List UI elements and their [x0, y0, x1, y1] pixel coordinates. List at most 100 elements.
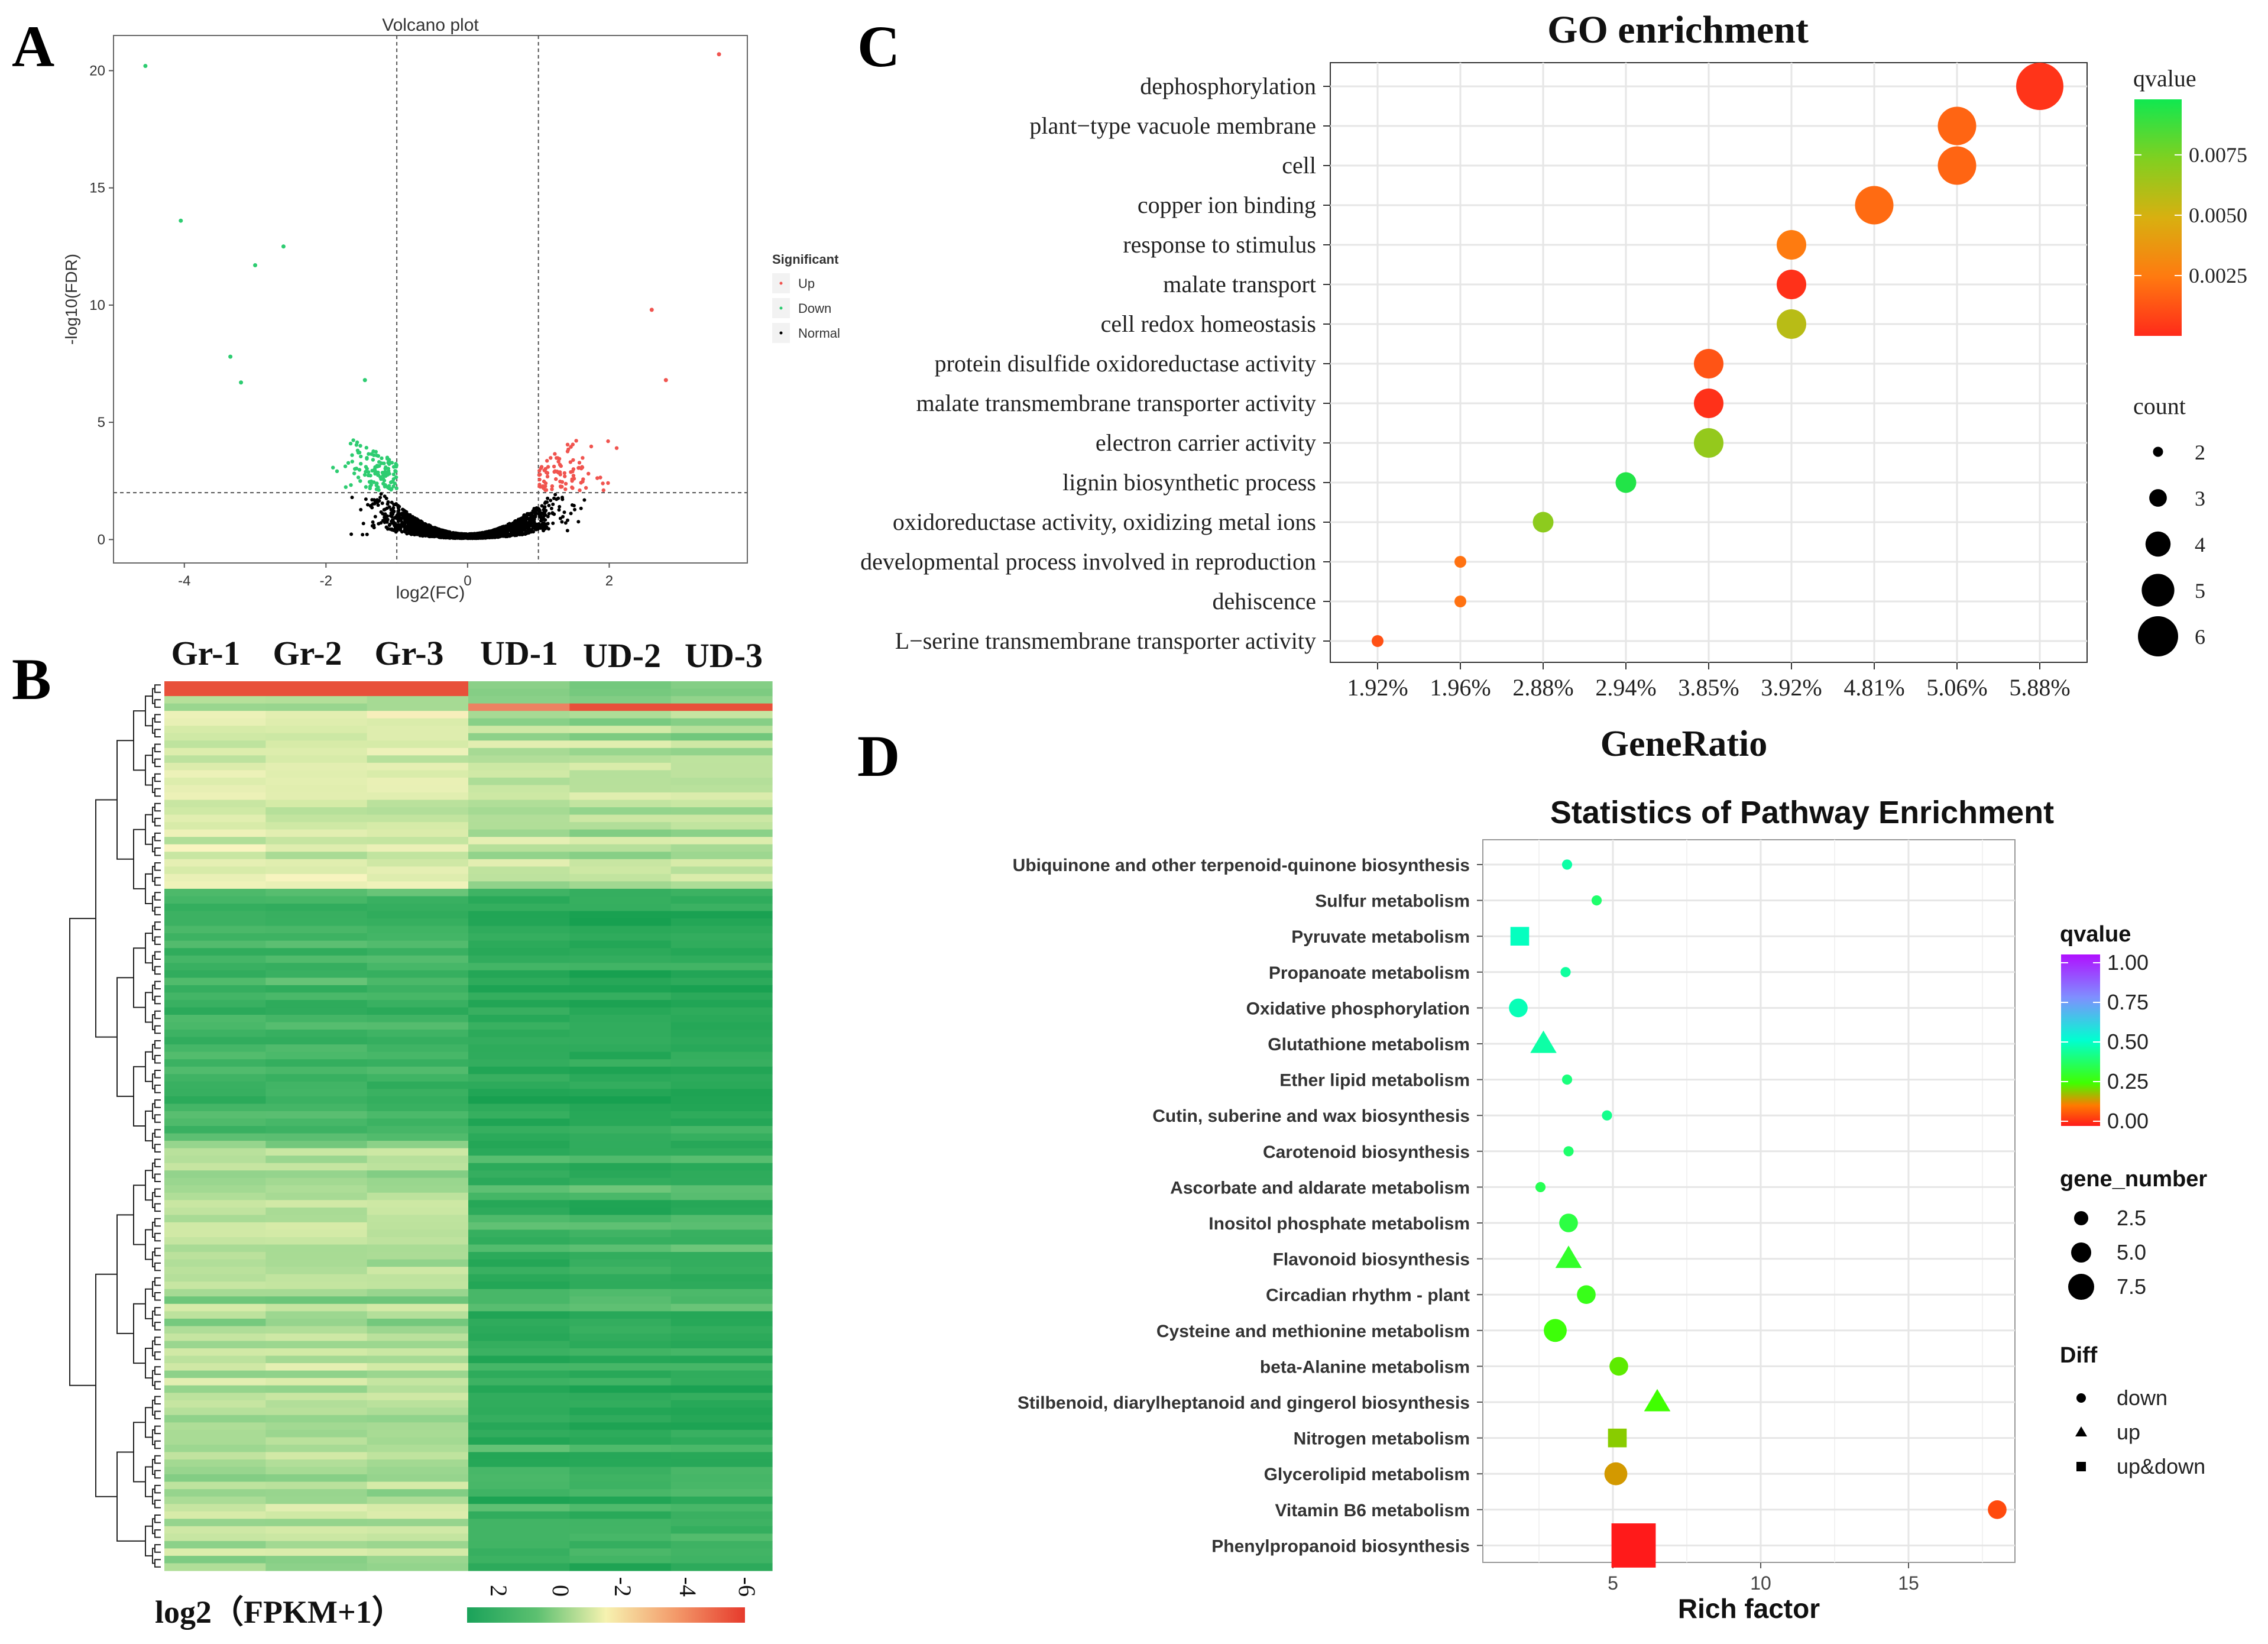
dendrogram-branch — [154, 1544, 161, 1553]
heatmap-cells — [164, 681, 773, 1571]
volcano-point-up — [537, 468, 542, 473]
dendrogram-branch — [145, 933, 153, 964]
volcano-point-normal — [569, 512, 573, 516]
heatmap-cell — [164, 1111, 266, 1119]
go-legend-size-keys: 2 3 4 5 6 — [2138, 441, 2205, 656]
heatmap-cell — [265, 1007, 368, 1015]
volcano-legend-normal: Normal — [798, 326, 840, 341]
heatmap-cell — [164, 1459, 266, 1468]
heatmap-cell — [569, 822, 672, 830]
volcano-point-down — [377, 488, 381, 492]
volcano-point-up — [571, 474, 576, 478]
heatmap-cell — [569, 718, 672, 726]
go-term-label: copper ion binding — [1138, 192, 1316, 218]
heatmap-cell — [468, 1200, 570, 1208]
dendrogram-branch — [154, 802, 161, 812]
heatmap-cell — [670, 1422, 773, 1431]
volcano-point-up — [577, 461, 582, 465]
heatmap-cell — [670, 785, 773, 793]
heatmap-cell — [468, 1081, 570, 1089]
heatmap-cell — [265, 955, 368, 963]
go-term-label: malate transmembrane transporter activit… — [916, 390, 1316, 416]
go-term-label: oxidoreductase activity, oxidizing metal… — [893, 509, 1316, 535]
heatmap-cell — [164, 911, 266, 919]
heatmap-cell — [468, 933, 570, 941]
volcano-point-up — [543, 467, 547, 471]
heatmap-cell — [164, 1541, 266, 1549]
heatmap-cell — [569, 1237, 672, 1245]
heatmap-cell — [468, 881, 570, 889]
heatmap-cell — [468, 1370, 570, 1378]
volcano-point-normal — [534, 508, 538, 512]
heatmap-cell — [265, 948, 368, 956]
heatmap-cell — [265, 1341, 368, 1349]
heatmap-cell — [670, 948, 773, 956]
heatmap-cell — [367, 1474, 469, 1483]
dendrogram-branch — [145, 755, 153, 786]
volcano-point-normal — [560, 520, 564, 524]
heatmap-cell — [367, 1289, 469, 1297]
dendrogram-branch — [154, 1247, 161, 1257]
heatmap-scale-bar — [467, 1607, 745, 1623]
heatmap-cell — [164, 1548, 266, 1556]
heatmap-cell — [670, 940, 773, 949]
heatmap-cell — [670, 1311, 773, 1319]
dendrogram-branch — [116, 1214, 134, 1334]
heatmap-cell — [670, 1170, 773, 1179]
kegg-pathway-label: Nitrogen metabolism — [1294, 1429, 1470, 1449]
heatmap-cell — [164, 844, 266, 852]
volcano-point-down — [386, 461, 390, 465]
volcano-point-normal — [555, 497, 559, 501]
go-term-label: plant−type vacuole membrane — [1029, 112, 1316, 139]
heatmap-cell — [468, 800, 570, 808]
go-legend-tick-label: 0.0075 — [2189, 143, 2247, 167]
heatmap-cell — [670, 770, 773, 778]
heatmap-cell — [468, 896, 570, 904]
heatmap-cell — [670, 1200, 773, 1208]
volcano-point-normal — [369, 504, 373, 507]
go-point — [1454, 556, 1466, 568]
volcano-point-normal — [557, 508, 561, 512]
heatmap-cell — [367, 1496, 469, 1504]
heatmap-cell — [265, 1030, 368, 1038]
volcano-point-up — [563, 481, 568, 486]
volcano-point-up — [545, 474, 550, 479]
dendrogram-branch — [154, 1232, 161, 1242]
heatmap-cell — [670, 696, 773, 704]
dendrogram-branch — [154, 1396, 161, 1404]
heatmap-cell — [164, 955, 266, 963]
heatmap-cell — [265, 1274, 368, 1282]
heatmap-cell — [670, 925, 773, 934]
heatmap-cell — [468, 777, 570, 786]
heatmap-cell — [468, 992, 570, 1001]
dendrogram-branch — [145, 1348, 153, 1379]
kegg-legend-size-dot — [2074, 1211, 2088, 1225]
heatmap-cell — [367, 1555, 469, 1564]
heatmap-cell — [164, 985, 266, 993]
volcano-point-down — [391, 473, 396, 477]
heatmap-cell — [367, 1089, 469, 1097]
heatmap-cell — [367, 844, 469, 852]
heatmap-cell — [367, 1022, 469, 1030]
heatmap-cell — [670, 1459, 773, 1468]
heatmap-cell — [569, 1215, 672, 1223]
heatmap-cell — [265, 940, 368, 949]
dendrogram-branch — [154, 773, 161, 782]
heatmap-cell — [468, 696, 570, 704]
heatmap-cell — [164, 1311, 266, 1319]
heatmap-cell — [468, 1289, 570, 1297]
heatmap-cell — [468, 1296, 570, 1305]
heatmap-cell — [367, 1318, 469, 1326]
heatmap-cell — [367, 1281, 469, 1290]
heatmap-cell — [265, 1452, 368, 1460]
volcano-point-up — [578, 488, 582, 493]
kegg-point-up — [1644, 1389, 1671, 1412]
dendrogram-branch — [154, 877, 161, 886]
heatmap-cell — [367, 940, 469, 949]
kegg-point-down — [1509, 998, 1528, 1018]
heatmap-cell — [164, 1422, 266, 1431]
dendrogram-branch — [145, 1170, 153, 1201]
heatmap-cell — [367, 747, 469, 756]
heatmap-cell — [569, 1030, 672, 1038]
heatmap-cell — [367, 970, 469, 978]
